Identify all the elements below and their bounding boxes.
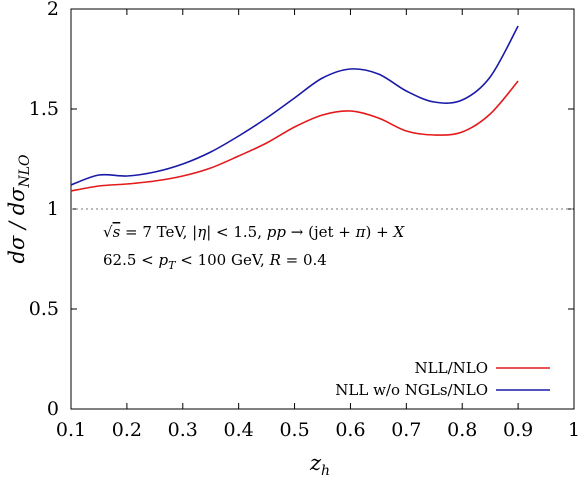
y-tick-label: 0.5 (29, 298, 59, 320)
y-tick-label: 0 (47, 398, 59, 420)
x-tick-label: 0.6 (335, 419, 365, 441)
legend-label-nll: NLL/NLO (415, 359, 488, 377)
legend: NLL/NLO NLL w/o NGLs/NLO (335, 359, 550, 399)
x-tick-label: 0.4 (224, 419, 254, 441)
series-line-nll-wo-ngls (70, 25, 519, 186)
x-tick-label: 0.5 (279, 419, 309, 441)
series-line-nll (70, 80, 519, 192)
y-axis-label: dσ / dσNLO (5, 154, 33, 264)
legend-label-nll-wo-ngls: NLL w/o NGLs/NLO (335, 381, 488, 399)
x-tick-label: 0.2 (112, 419, 142, 441)
x-tick-label: 0.7 (391, 419, 421, 441)
x-tick-label: 0.3 (168, 419, 198, 441)
y-tick-label: 1.5 (29, 98, 59, 120)
x-axis-label: zh (309, 451, 330, 477)
y-tick-label: 2 (47, 0, 59, 20)
annotation-line-2: 62.5 < pT < 100 GeV, R = 0.4 (103, 251, 327, 272)
x-tick-label: 0.9 (503, 419, 533, 441)
annotation-line-1: √s = 7 TeV, |η| < 1.5, pp → (jet + π) + … (103, 223, 405, 241)
x-tick-label: 0.1 (56, 419, 86, 441)
y-tick-label: 1 (47, 198, 59, 220)
x-tick-label: 1 (568, 419, 580, 441)
x-tick-label: 0.8 (447, 419, 477, 441)
